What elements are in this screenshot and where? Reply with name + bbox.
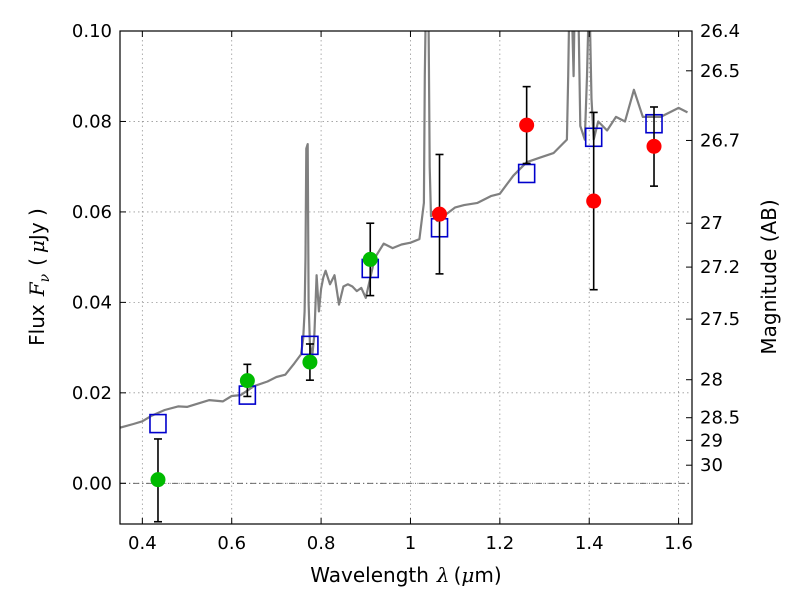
right-axis-label: Magnitude (AB) xyxy=(757,199,781,354)
errorbar-layer xyxy=(153,85,659,523)
grid xyxy=(120,30,692,524)
infrared-point xyxy=(519,117,535,133)
infrared-point xyxy=(432,206,448,222)
y-tick-label: 0.02 xyxy=(72,383,112,404)
plot-frame xyxy=(119,30,693,525)
right-axis-ticks: 26.4 26.5 26.7 27 27.2 27.5 28 28.529 30 xyxy=(686,21,740,476)
right-tick-label: 27 xyxy=(700,213,723,234)
right-tick-label: 29 xyxy=(700,430,723,451)
right-tick-label: 30 xyxy=(700,455,723,476)
infrared-point xyxy=(646,138,662,154)
x-tick-label: 0.8 xyxy=(307,533,336,554)
y-tick-label: 0.00 xyxy=(72,473,112,494)
optical-point xyxy=(302,354,318,370)
right-tick-label: 27.2 xyxy=(700,257,740,278)
y-tick-label: 0.04 xyxy=(72,292,112,313)
x-axis-ticks: 0.4 0.6 0.8 1 1.2 1.4 1.6 xyxy=(128,31,693,554)
y-tick-label: 0.06 xyxy=(72,202,112,223)
x-tick-label: 1.4 xyxy=(575,533,604,554)
x-tick-label: 0.4 xyxy=(128,533,157,554)
infrared-point xyxy=(586,193,602,209)
right-tick-label: 28.5 xyxy=(700,408,740,429)
right-tick-label: 26.7 xyxy=(700,130,740,151)
y-tick-label: 0.10 xyxy=(72,21,112,42)
observed-points-layer xyxy=(150,117,662,488)
y-axis-label: FluxFν(μJy ) xyxy=(25,208,53,346)
x-tick-label: 1.6 xyxy=(664,533,693,554)
spectrum-line xyxy=(120,31,688,429)
model-point xyxy=(149,413,167,434)
y-axis-ticks: 0.00 0.02 0.04 0.06 0.08 0.10 xyxy=(72,21,126,494)
model-photometry-layer xyxy=(149,113,663,434)
optical-point xyxy=(362,251,378,267)
x-tick-label: 1.2 xyxy=(486,533,515,554)
x-tick-label: 0.6 xyxy=(217,533,246,554)
right-tick-label: 26.5 xyxy=(700,61,740,82)
optical-point xyxy=(150,472,166,488)
right-tick-label: 27.5 xyxy=(700,309,740,330)
spectrum-layer xyxy=(120,31,688,429)
right-tick-label: 28 xyxy=(700,370,723,391)
x-tick-label: 1 xyxy=(405,533,416,554)
y-tick-label: 0.08 xyxy=(72,111,112,132)
right-tick-label: 26.4 xyxy=(700,21,740,42)
model-point xyxy=(517,163,536,184)
x-axis-label: Wavelength λ (μm) xyxy=(310,563,501,587)
optical-point xyxy=(239,373,255,389)
